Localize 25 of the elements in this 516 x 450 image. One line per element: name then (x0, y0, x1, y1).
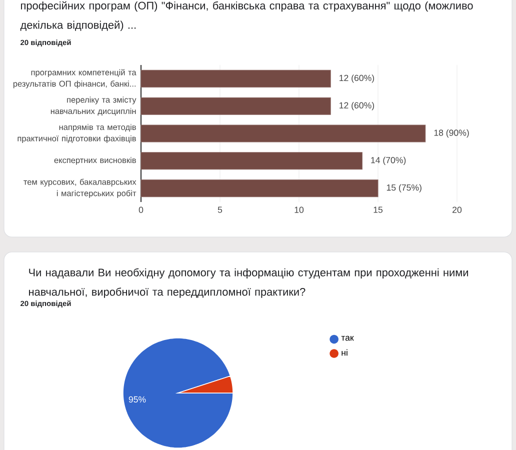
chart-title: професійних програм (ОП) "Фінанси, банківська справа та страхування" щодо (можливо декілька відповідей) ... (20, 1, 473, 31)
data-label: 14 (70%) (371, 156, 406, 165)
bar (140, 97, 331, 115)
legend-label: так (341, 336, 354, 341)
x-tick-label: 15 (374, 206, 383, 213)
data-label: 12 (60%) (340, 74, 374, 83)
data-label: 12 (60%) (340, 102, 374, 110)
y-tick-label: програмних компетенцій та результатів ОП фінанси, банкі... (13, 69, 136, 88)
data-label: 15 (75%) (386, 184, 422, 192)
x-tick-label: 20 (452, 206, 462, 213)
y-tick-label: переліку та змісту навчальних дисциплін (50, 96, 136, 116)
x-tick-label: 5 (218, 206, 222, 213)
y-tick-label: напрямів та методів практичної підготовки фахівців (18, 124, 136, 144)
bar (140, 180, 378, 198)
bar (140, 124, 426, 142)
chart-title: Чи надавали Ви необхідну допомогу та інформацію студентам при проходженні ними навчальної, виробничої та переддипломної практики? (29, 268, 468, 298)
x-tick-label: 10 (294, 206, 304, 213)
bar (140, 70, 331, 88)
y-tick-label: експертних висновків (54, 157, 136, 165)
bar (140, 152, 362, 170)
data-label: 18 (90%) (434, 129, 469, 138)
data-label: 95% (128, 396, 146, 403)
legend-label: ні (342, 349, 348, 356)
x-tick-label: 0 (138, 206, 144, 213)
y-tick-label: тем курсових, бакалаврських і магістерських робіт (24, 178, 136, 198)
